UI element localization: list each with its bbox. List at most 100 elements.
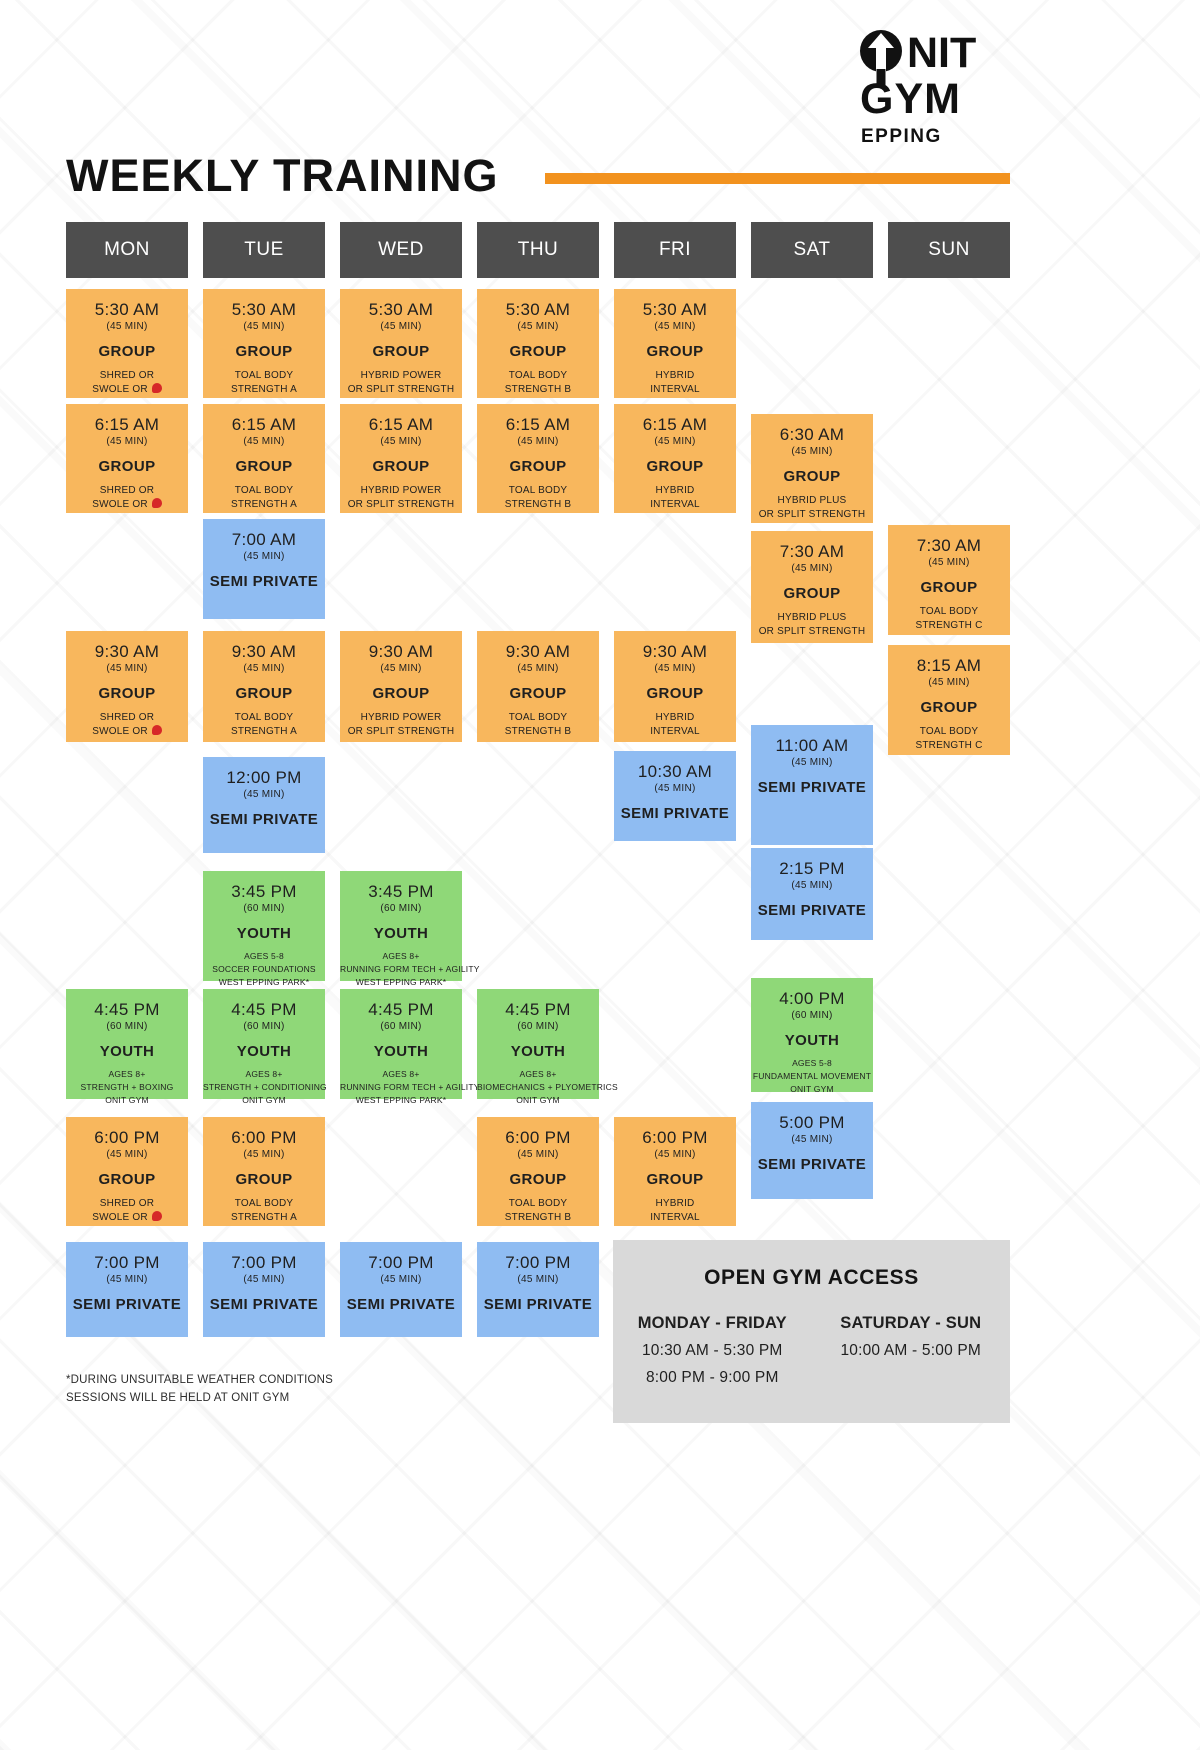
session-card: 5:00 PM (45 MIN) SEMI PRIVATE <box>751 1102 873 1199</box>
session-time: 7:00 PM <box>505 1253 571 1272</box>
session-details: TOAL BODY STRENGTH C <box>888 725 1010 753</box>
session-type: SEMI PRIVATE <box>757 902 867 919</box>
session-type: GROUP <box>920 699 978 716</box>
session-detail: STRENGTH C <box>915 740 983 751</box>
session-time: 3:45 PM <box>231 882 297 901</box>
session-duration: (45 MIN) <box>243 1149 285 1160</box>
session-type: YOUTH <box>99 1043 155 1060</box>
session-time: 5:30 AM <box>231 300 297 319</box>
session-time: 7:00 PM <box>94 1253 160 1272</box>
session-duration: (60 MIN) <box>243 1021 285 1032</box>
session-detail: OR SPLIT STRENGTH <box>347 384 455 395</box>
session-detail: STRENGTH A <box>231 726 297 737</box>
session-detail: OR SPLIT STRENGTH <box>347 726 455 737</box>
open-gym-columns: MONDAY - FRIDAY 10:30 AM - 5:30 PM 8:00 … <box>613 1314 1010 1387</box>
session-card: 9:30 AM (45 MIN) GROUP HYBRID POWER OR SPLIT… <box>340 631 462 742</box>
session-detail: AGES 5-8 <box>244 951 284 961</box>
session-card: 4:45 PM (60 MIN) YOUTH AGES 8+ STRENGTH + BO… <box>66 989 188 1105</box>
session-card: 11:00 AM (45 MIN) SEMI PRIVATE <box>751 725 873 845</box>
session-card: 7:00 PM (45 MIN) SEMI PRIVATE <box>66 1242 188 1337</box>
session-duration: (45 MIN) <box>517 1274 559 1285</box>
session-time: 2:15 PM <box>779 859 845 878</box>
session-card: 6:00 PM (45 MIN) GROUP SHRED OR SWOLE OR <box>66 1117 188 1226</box>
session-duration: (45 MIN) <box>517 663 559 674</box>
session-detail: AGES 8+ <box>519 1069 557 1079</box>
session-detail: RUNNING FORM TECH + AGILITY <box>340 964 480 975</box>
session-details: TOAL BODY STRENGTH A <box>203 484 325 512</box>
session-type: SEMI PRIVATE <box>72 1296 182 1313</box>
session-card: 7:30 AM (45 MIN) GROUP HYBRID PLUS OR SPLIT … <box>751 531 873 643</box>
session-detail: SHRED OR <box>99 712 155 723</box>
session-type: GROUP <box>98 458 156 475</box>
session-card: 4:45 PM (60 MIN) YOUTH AGES 8+ RUNNING FORM … <box>340 989 479 1105</box>
session-card: 5:30 AM (45 MIN) GROUP HYBRID INTERVAL <box>614 289 736 398</box>
session-detail: TOAL BODY <box>508 1198 568 1209</box>
session-details: TOAL BODY STRENGTH A <box>203 369 325 397</box>
session-detail: WEST EPPING PARK* <box>355 1095 447 1106</box>
session-details: HYBRID POWER OR SPLIT STRENGTH <box>340 711 462 739</box>
session-time: 6:30 AM <box>779 425 845 444</box>
session-detail: STRENGTH B <box>504 726 572 737</box>
session-card: 6:00 PM (45 MIN) GROUP TOAL BODY STRENGTH A <box>203 1117 325 1226</box>
session-card: 4:00 PM (60 MIN) YOUTH AGES 5-8 FUNDAMENTAL … <box>751 978 873 1094</box>
session-detail: TOAL BODY <box>234 370 294 381</box>
session-card: 6:15 AM (45 MIN) GROUP SHRED OR SWOLE OR <box>66 404 188 513</box>
session-detail: STRENGTH A <box>231 1212 297 1223</box>
title-accent-rule <box>545 173 1010 184</box>
session-detail: HYBRID <box>655 1198 695 1209</box>
session-detail: TOAL BODY <box>234 1198 294 1209</box>
session-detail: SHRED OR <box>99 1198 155 1209</box>
boxing-glove-icon <box>151 725 162 735</box>
session-type: GROUP <box>920 579 978 596</box>
session-detail: HYBRID <box>655 370 695 381</box>
session-type: GROUP <box>372 343 430 360</box>
session-type: SEMI PRIVATE <box>757 1156 867 1173</box>
session-time: 7:00 PM <box>231 1253 297 1272</box>
session-detail: BIOMECHANICS + PLYOMETRICS <box>477 1082 618 1093</box>
session-type: GROUP <box>509 685 567 702</box>
weather-footnote: *DURING UNSUITABLE WEATHER CONDITIONS SE… <box>66 1372 333 1408</box>
session-card: 5:30 AM (45 MIN) GROUP TOAL BODY STRENGTH A <box>203 289 325 398</box>
session-duration: (45 MIN) <box>517 436 559 447</box>
session-time: 6:00 PM <box>642 1128 708 1147</box>
session-card: 5:30 AM (45 MIN) GROUP HYBRID POWER OR SPLIT… <box>340 289 462 398</box>
session-card: 9:30 AM (45 MIN) GROUP TOAL BODY STRENGTH B <box>477 631 599 742</box>
boxing-glove-icon <box>151 498 162 508</box>
open-gym-weekday-hours: 8:00 PM - 9:00 PM <box>645 1369 779 1386</box>
session-type: SEMI PRIVATE <box>346 1296 456 1313</box>
session-detail: AGES 5-8 <box>792 1058 832 1068</box>
session-time: 7:30 AM <box>779 542 845 561</box>
session-card: 10:30 AM (45 MIN) SEMI PRIVATE <box>614 751 736 841</box>
session-type: SEMI PRIVATE <box>209 1296 319 1313</box>
session-card: 5:30 AM (45 MIN) GROUP TOAL BODY STRENGTH B <box>477 289 599 398</box>
session-card: 6:00 PM (45 MIN) GROUP TOAL BODY STRENGTH B <box>477 1117 599 1226</box>
session-type: GROUP <box>235 343 293 360</box>
session-type: SEMI PRIVATE <box>757 779 867 796</box>
session-card: 9:30 AM (45 MIN) GROUP SHRED OR SWOLE OR <box>66 631 188 742</box>
session-details: TOAL BODY STRENGTH A <box>203 711 325 739</box>
boxing-glove-icon <box>151 383 162 393</box>
session-time: 4:45 PM <box>231 1000 297 1019</box>
session-time: 6:15 AM <box>505 415 571 434</box>
session-time: 5:30 AM <box>368 300 434 319</box>
session-details: AGES 8+ RUNNING FORM TECH + AGILITY WEST E… <box>340 1068 480 1108</box>
session-duration: (45 MIN) <box>106 1149 148 1160</box>
open-gym-weekend-column: SATURDAY - SUN 10:00 AM - 5:00 PM <box>812 1314 1011 1387</box>
session-detail: RUNNING FORM TECH + AGILITY <box>340 1082 480 1093</box>
session-card: 6:15 AM (45 MIN) GROUP HYBRID INTERVAL <box>614 404 736 513</box>
session-type: GROUP <box>235 685 293 702</box>
session-details: AGES 8+ RUNNING FORM TECH + AGILITY WEST E… <box>340 950 480 990</box>
session-type: GROUP <box>783 468 841 485</box>
up-arrow-icon <box>860 30 902 86</box>
session-detail: AGES 8+ <box>382 951 420 961</box>
session-time: 4:45 PM <box>368 1000 434 1019</box>
session-details: TOAL BODY STRENGTH B <box>477 711 599 739</box>
session-detail: INTERVAL <box>650 726 700 737</box>
session-time: 4:45 PM <box>94 1000 160 1019</box>
session-time: 5:30 AM <box>642 300 708 319</box>
session-type: SEMI PRIVATE <box>483 1296 593 1313</box>
session-detail: ONIT GYM <box>790 1084 834 1095</box>
session-time: 3:45 PM <box>368 882 434 901</box>
session-time: 4:00 PM <box>779 989 845 1008</box>
